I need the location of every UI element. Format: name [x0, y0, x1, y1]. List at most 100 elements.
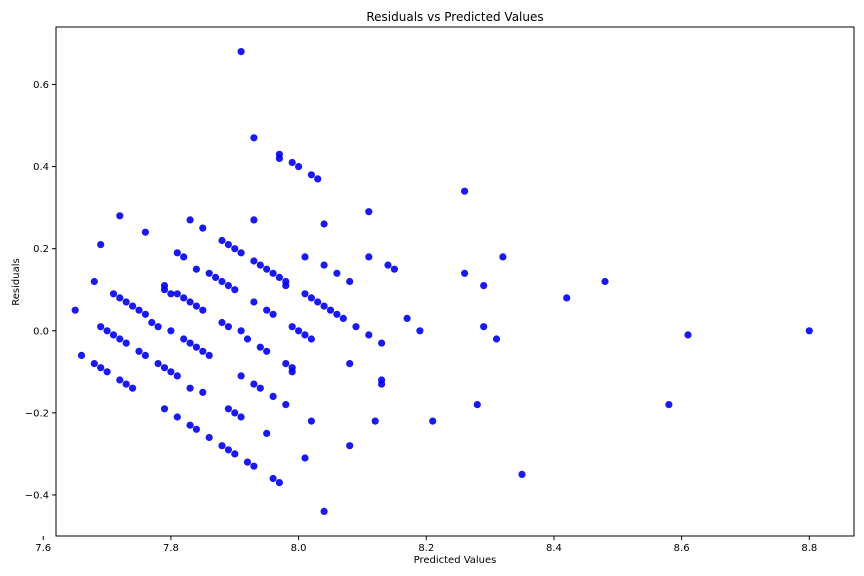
scatter-point — [224, 405, 232, 413]
scatter-point — [346, 360, 354, 368]
scatter-point — [518, 470, 526, 478]
scatter-point — [269, 474, 277, 483]
scatter-point — [416, 327, 424, 335]
scatter-point — [141, 228, 149, 236]
scatter-point — [173, 413, 181, 421]
scatter-point — [269, 392, 277, 400]
scatter-point — [243, 458, 252, 466]
scatter-point — [295, 163, 303, 171]
scatter-point — [250, 380, 258, 388]
scatter-point — [231, 245, 239, 253]
x-tick-label: 7.8 — [163, 543, 179, 554]
scatter-point — [320, 302, 328, 310]
scatter-point — [250, 216, 258, 224]
x-tick-label: 8.4 — [546, 543, 562, 554]
scatter-point — [231, 409, 239, 417]
x-axis-label: Predicted Values — [414, 555, 497, 566]
scatter-point — [314, 298, 322, 306]
scatter-point — [263, 347, 271, 355]
x-tick-label: 8.8 — [801, 543, 817, 554]
scatter-point — [90, 277, 98, 286]
scatter-point — [243, 335, 252, 343]
scatter-point — [218, 236, 226, 245]
scatter-point — [275, 154, 283, 162]
scatter-point — [320, 507, 328, 515]
scatter-point — [301, 454, 309, 462]
x-tick-label: 7.6 — [35, 543, 51, 554]
scatter-point — [160, 405, 169, 413]
y-tick-label: 0.4 — [33, 162, 49, 173]
scatter-point — [141, 310, 149, 318]
scatter-point — [461, 187, 469, 195]
scatter-point — [333, 269, 341, 277]
scatter-point — [167, 368, 175, 376]
scatter-point — [154, 323, 162, 331]
y-axis-label: Residuals — [11, 258, 22, 305]
scatter-point — [116, 376, 124, 384]
y-tick-label: −0.2 — [25, 408, 49, 419]
x-tick-label: 8.2 — [418, 543, 434, 554]
scatter-point — [192, 425, 200, 433]
scatter-point — [224, 323, 232, 331]
scatter-point — [301, 331, 309, 339]
scatter-point — [224, 241, 232, 249]
scatter-point — [250, 134, 258, 142]
scatter-point — [275, 479, 283, 487]
scatter-point — [320, 220, 328, 228]
scatter-point — [199, 306, 207, 314]
scatter-point — [212, 273, 220, 281]
scatter-point — [301, 253, 309, 261]
points-layer — [71, 48, 813, 515]
scatter-point — [365, 253, 373, 261]
chart-title: Residuals vs Predicted Values — [366, 10, 543, 24]
scatter-point — [320, 261, 328, 269]
scatter-point — [205, 351, 213, 359]
scatter-point — [250, 462, 258, 470]
scatter-point — [180, 253, 188, 261]
scatter-point — [237, 48, 245, 56]
scatter-point — [173, 372, 181, 380]
scatter-point — [403, 314, 411, 322]
scatter-point — [192, 265, 200, 273]
scatter-point — [390, 265, 398, 273]
scatter-point — [371, 417, 379, 425]
y-tick-label: 0.6 — [33, 80, 49, 91]
scatter-point — [116, 335, 124, 343]
scatter-point — [346, 442, 354, 450]
scatter-point — [250, 298, 258, 306]
plot-frame — [55, 26, 855, 537]
scatter-point — [307, 417, 315, 425]
scatter-point — [122, 380, 130, 388]
scatter-point — [684, 331, 692, 339]
scatter-point — [186, 298, 194, 306]
scatter-point — [116, 212, 124, 220]
scatter-point — [97, 364, 105, 372]
scatter-point — [307, 335, 315, 343]
scatter-point — [135, 347, 143, 355]
scatter-point — [429, 417, 437, 425]
scatter-point — [186, 384, 194, 392]
scatter-point — [180, 335, 188, 343]
scatter-point — [480, 323, 488, 331]
scatter-point — [282, 282, 290, 290]
scatter-point — [231, 286, 239, 294]
scatter-point — [167, 290, 175, 298]
scatter-point — [314, 175, 322, 183]
scatter-point — [237, 249, 245, 257]
scatter-point — [365, 208, 373, 216]
x-tick-label: 8.0 — [291, 543, 307, 554]
scatter-point — [167, 327, 175, 335]
scatter-point — [148, 318, 156, 327]
scatter-point — [307, 294, 315, 302]
scatter-point — [160, 286, 169, 294]
scatter-point — [205, 433, 213, 442]
scatter-point — [135, 306, 143, 314]
scatter-point — [77, 351, 86, 359]
scatter-point — [141, 351, 149, 359]
scatter-point — [288, 323, 296, 331]
scatter-point — [352, 323, 360, 331]
scatter-point — [199, 388, 207, 396]
scatter-point — [563, 294, 571, 302]
